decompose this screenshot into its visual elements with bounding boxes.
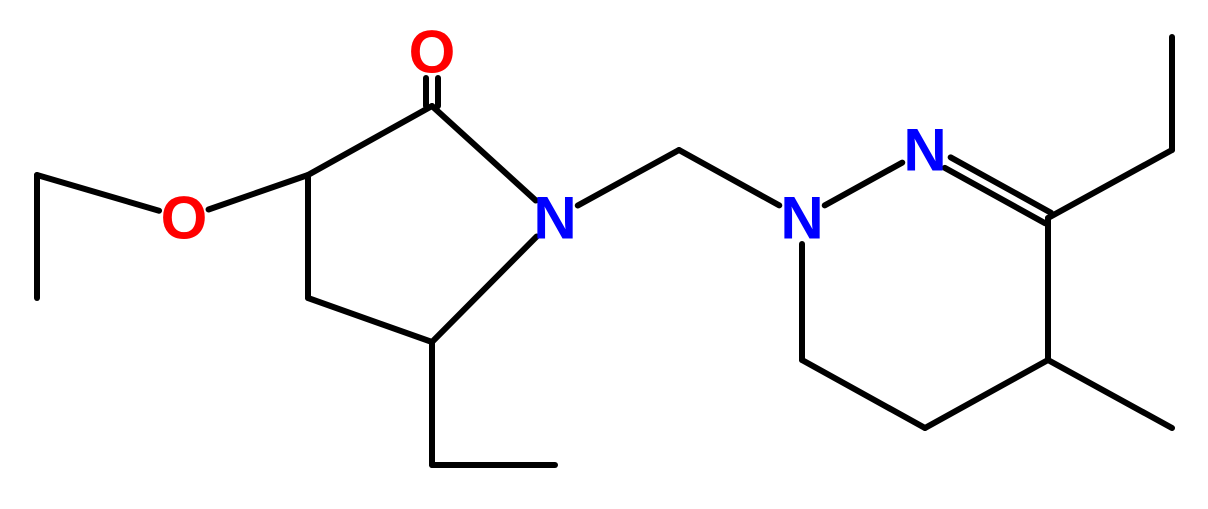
bond bbox=[308, 106, 432, 175]
bond bbox=[825, 163, 903, 206]
bond bbox=[578, 150, 679, 206]
bond bbox=[1048, 360, 1172, 428]
bond bbox=[432, 236, 537, 342]
bond bbox=[802, 360, 925, 428]
bond bbox=[37, 175, 159, 211]
molecule-diagram: O O N N N bbox=[0, 0, 1208, 509]
atom-label-o: O bbox=[409, 19, 456, 86]
atom-label-o: O bbox=[161, 185, 208, 252]
atom-label-n: N bbox=[533, 185, 576, 252]
bond bbox=[679, 150, 779, 205]
bond bbox=[1048, 150, 1172, 218]
bond bbox=[951, 157, 1051, 212]
atom-label-n: N bbox=[903, 117, 946, 184]
bond bbox=[925, 360, 1048, 428]
bond bbox=[308, 298, 432, 342]
bond bbox=[945, 168, 1045, 223]
bond bbox=[209, 175, 308, 209]
atom-label-n: N bbox=[780, 185, 823, 252]
bond bbox=[432, 106, 536, 200]
